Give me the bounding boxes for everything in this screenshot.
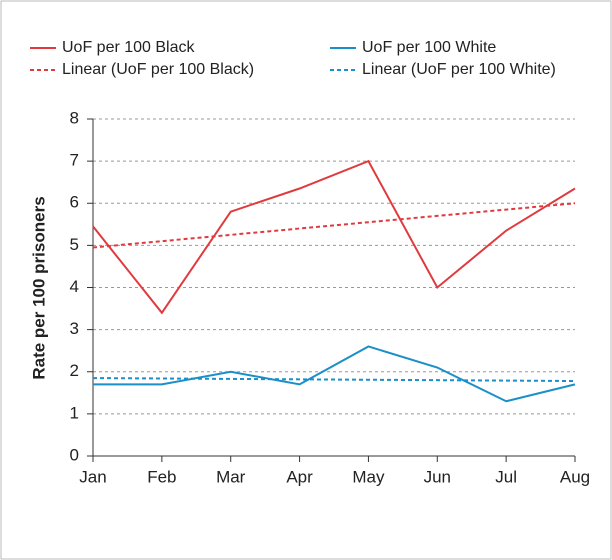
series-line <box>93 345 576 403</box>
y-tick-label: 2 <box>70 361 79 380</box>
series-line <box>92 377 576 383</box>
y-tick-label: 4 <box>70 277 79 296</box>
y-tick-label: 6 <box>70 193 79 212</box>
y-tick-label: 3 <box>70 319 79 338</box>
x-tick-label: Mar <box>216 467 246 486</box>
series-line <box>92 159 576 315</box>
legend-label: UoF per 100 White <box>362 39 496 56</box>
x-tick-label: Jan <box>79 467 106 486</box>
x-tick-label: Aug <box>560 467 590 486</box>
legend-label: UoF per 100 Black <box>62 39 196 56</box>
x-tick-label: Apr <box>286 467 313 486</box>
y-tick-label: 1 <box>70 403 79 422</box>
y-tick-label: 8 <box>70 108 79 127</box>
x-tick-label: Jun <box>424 467 451 486</box>
y-tick-label: 7 <box>70 151 79 170</box>
x-tick-label: Feb <box>147 467 176 486</box>
y-axis-label: Rate per 100 prisoners <box>29 196 48 379</box>
legend-label: Linear (UoF per 100 Black) <box>62 61 254 78</box>
series-line <box>92 202 576 249</box>
legend-label: Linear (UoF per 100 White) <box>362 61 556 78</box>
y-tick-label: 0 <box>70 445 79 464</box>
x-tick-label: Jul <box>495 467 517 486</box>
y-tick-label: 5 <box>70 235 79 254</box>
x-tick-label: May <box>352 467 385 486</box>
